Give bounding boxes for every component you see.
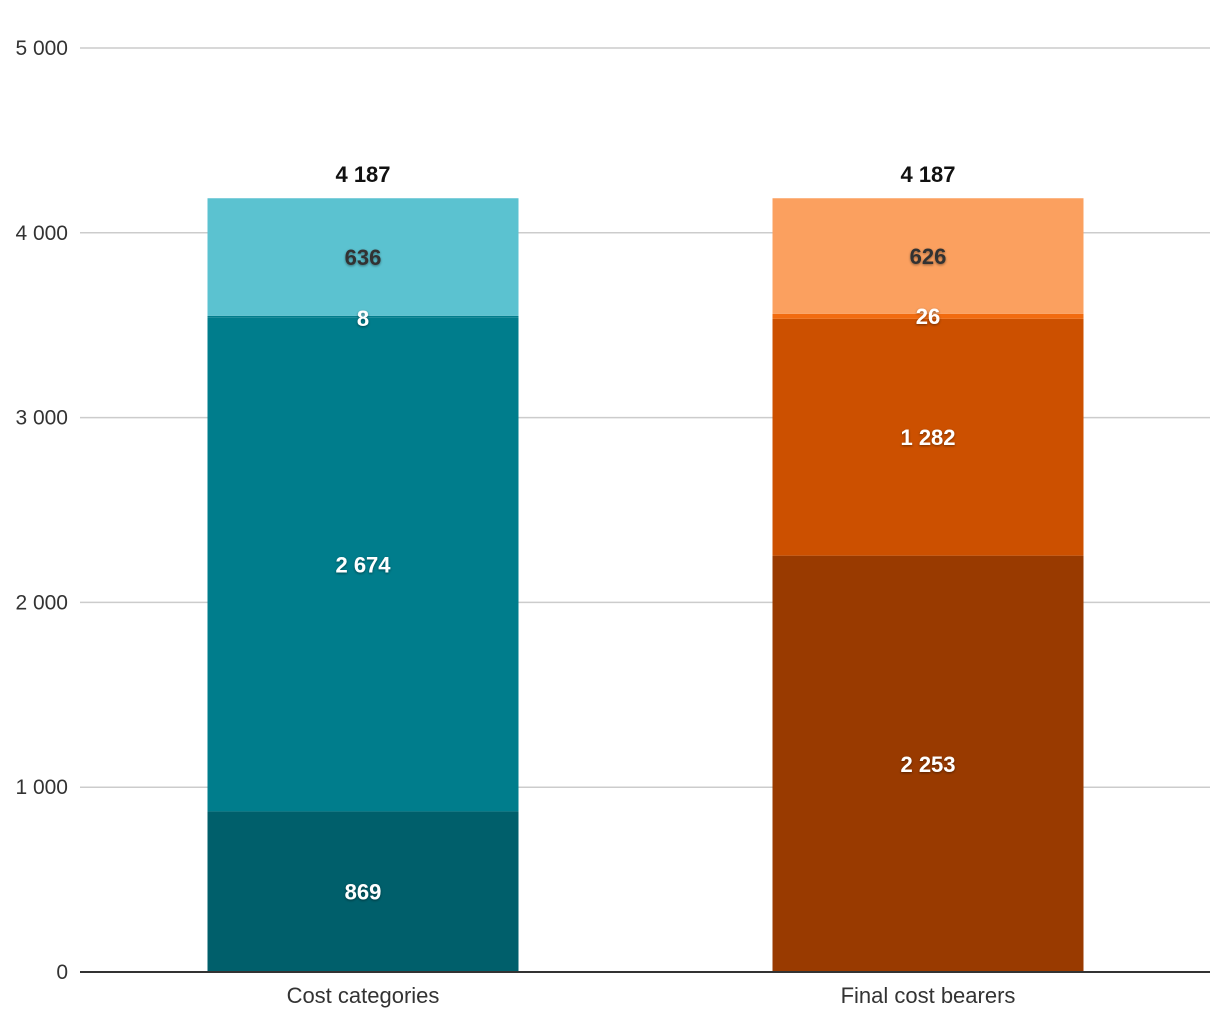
segment-value-label: 8 [357,306,369,331]
segment-value-label: 1 282 [900,425,955,450]
y-tick-label: 4 000 [15,222,68,245]
segment-value-label: 636 [345,245,382,270]
bar-segment [207,198,519,316]
y-tick-label: 3 000 [15,407,68,430]
bars [207,198,1084,972]
segment-value-label: 626 [910,244,947,269]
bar-segment [772,313,1084,319]
bar-segment [207,811,519,972]
bar-segment [772,555,1084,972]
x-axis: Cost categories Final cost bearers [80,971,1210,1008]
y-tick-label: 5 000 [15,37,68,60]
segment-value-label: 2 253 [900,752,955,777]
y-tick-label: 1 000 [15,776,68,799]
bar-segment [207,315,519,318]
segment-value-label: 869 [345,880,382,905]
data-labels: 869 2 674 8 636 4 187 2 253 1 282 26 626 4 187 [335,162,955,904]
y-tick-label: 2 000 [15,591,68,614]
y-tick-label: 0 [56,961,68,984]
bar-segment [772,198,1084,314]
segment-value-label: 2 674 [335,552,391,577]
segment-value-label: 26 [916,304,940,329]
y-axis: 0 1 000 2 000 3 000 4 000 5 000 [15,37,68,984]
bar-segment [207,317,519,812]
x-tick-label: Cost categories [287,983,440,1008]
total-value-label: 4 187 [900,162,955,187]
total-value-label: 4 187 [335,162,390,187]
bar-segment [772,318,1084,556]
x-tick-label: Final cost bearers [841,983,1016,1008]
